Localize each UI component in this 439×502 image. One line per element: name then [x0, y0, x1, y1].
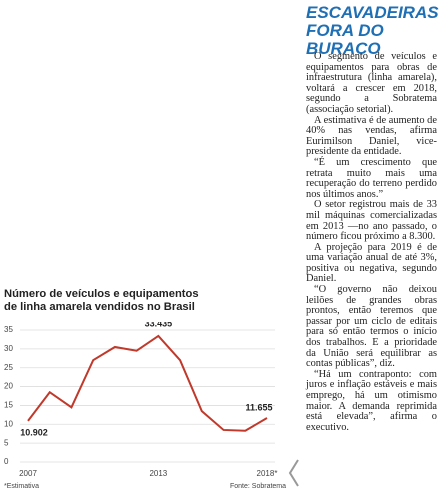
paragraph: A estimativa é de aumento de 40% nas ven…	[306, 114, 437, 158]
value-label: 11.655	[245, 402, 272, 412]
paragraph: A projeção para 2019 é de uma variação a…	[306, 241, 437, 285]
x-tick-label: 2013	[149, 469, 167, 478]
x-tick-label: 2018*	[257, 469, 278, 478]
chart-source: Fonte: Sobratema	[230, 483, 287, 490]
paragraph: O setor registrou mais de 33 mil máquina…	[306, 199, 437, 243]
article-title: ESCAVADEIRAS FORA DO BURACO	[306, 3, 439, 58]
line	[27, 334, 268, 432]
paragraph: “O governo não deixou leilões de grandes…	[306, 284, 437, 370]
chevron	[288, 459, 299, 487]
chart-title: Número de veículos e equipamentos de lin…	[4, 288, 199, 313]
y-tick-label: 30	[4, 344, 13, 353]
y-tick-label: 5	[4, 438, 9, 447]
y-tick-label: 35	[4, 325, 13, 334]
y-tick-label: 10	[4, 419, 13, 428]
paragraph: O segmento de veículos e equipamentos pa…	[306, 51, 437, 115]
x-tick-label: 2007	[19, 469, 37, 478]
y-tick-label: 20	[4, 382, 13, 391]
y-tick-label: 25	[4, 363, 13, 372]
chart: 0 5 10 15 20 25 30 35 2007 10.902 2013 33.435 2018* 1…	[4, 322, 278, 478]
article-body: O segmento de veículos e equipamentos pa…	[306, 51, 437, 433]
value-label: 10.902	[20, 427, 48, 437]
paragraph: “É um crescimento que retrata muito mais…	[306, 156, 437, 200]
value-label: 33.435	[145, 322, 173, 328]
y-tick-label: 15	[4, 401, 13, 410]
paragraph: “Há um contraponto: com juros e inflação…	[306, 368, 437, 433]
chart-note: *Estimativa	[4, 483, 40, 490]
y-tick-label: 0	[4, 457, 9, 466]
